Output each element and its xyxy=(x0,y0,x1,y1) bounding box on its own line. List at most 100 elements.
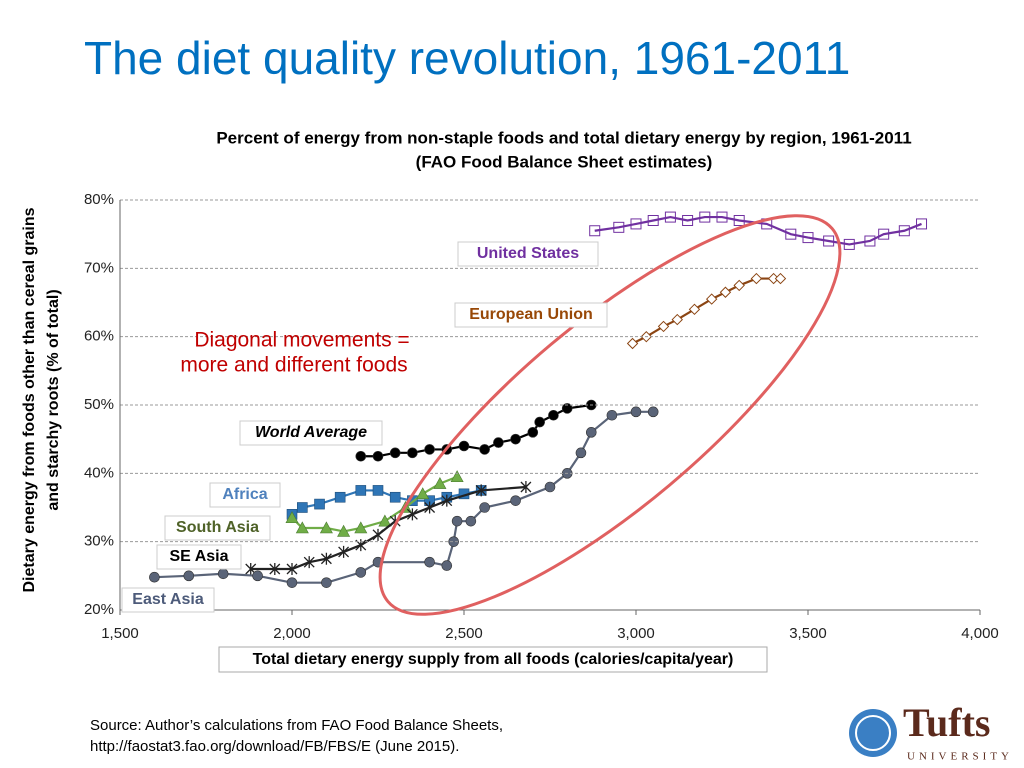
point xyxy=(750,272,763,285)
point xyxy=(613,221,625,233)
point xyxy=(647,215,659,226)
point xyxy=(699,211,711,223)
y-tick-label: 30% xyxy=(84,533,114,550)
point xyxy=(916,218,928,230)
point xyxy=(733,279,745,292)
logo-seal-ring xyxy=(855,715,891,751)
annotation: more and different foods xyxy=(180,354,407,377)
y-tick-label: 20% xyxy=(84,601,114,618)
highlight-ellipse xyxy=(378,214,842,616)
point xyxy=(424,444,435,455)
series-line xyxy=(250,485,527,571)
slide-title: The diet quality revolution, 1961-2011 xyxy=(84,32,850,84)
series-label-box xyxy=(121,587,215,613)
series-label: South Asia xyxy=(176,519,259,536)
point xyxy=(719,286,732,298)
point xyxy=(802,232,814,244)
x-tick-label: 3,500 xyxy=(789,625,827,642)
y-tick-label: 40% xyxy=(84,464,114,481)
series xyxy=(245,481,532,575)
point xyxy=(465,515,477,527)
point xyxy=(355,539,367,552)
point xyxy=(355,450,367,462)
series xyxy=(589,211,928,250)
series xyxy=(285,470,464,537)
point xyxy=(657,320,670,333)
point xyxy=(433,476,447,489)
logo-subtitle: UNIVERSITY xyxy=(907,751,1013,763)
x-tick-label: 1,500 xyxy=(101,625,139,642)
point xyxy=(585,427,597,438)
x-tick-label: 2,000 xyxy=(273,625,311,642)
point xyxy=(303,556,315,569)
y-tick-label: 50% xyxy=(84,396,114,413)
source: Source: Author’s calculations from FAO F… xyxy=(90,717,503,734)
y-axis-label: and starchy roots (% of total) xyxy=(45,289,62,510)
point xyxy=(878,228,890,240)
y-axis-label: Dietary energy from foods other than cer… xyxy=(21,207,38,592)
point xyxy=(320,552,332,565)
series-label: Africa xyxy=(222,486,267,503)
point xyxy=(733,215,745,226)
y-tick-label: 70% xyxy=(84,259,114,276)
point xyxy=(785,228,797,240)
point xyxy=(338,545,350,558)
series-label-box xyxy=(164,515,271,541)
point xyxy=(479,502,490,513)
series xyxy=(355,399,597,462)
point xyxy=(149,571,160,583)
point xyxy=(217,568,229,580)
point xyxy=(479,444,490,455)
point xyxy=(630,218,642,230)
point xyxy=(355,485,367,496)
point xyxy=(406,508,418,521)
point xyxy=(183,570,195,582)
point xyxy=(337,524,351,537)
point xyxy=(527,427,539,438)
y-tick-label: 80% xyxy=(84,191,114,208)
point xyxy=(630,406,642,418)
point xyxy=(286,577,298,588)
point xyxy=(424,556,435,568)
series-line xyxy=(632,277,781,345)
point xyxy=(450,470,464,483)
point xyxy=(285,511,299,524)
series-label: United States xyxy=(477,245,579,262)
point xyxy=(898,225,910,237)
point xyxy=(561,403,573,414)
point xyxy=(458,440,470,452)
point xyxy=(864,235,876,247)
point xyxy=(252,570,263,582)
point xyxy=(389,491,401,503)
point xyxy=(448,536,459,547)
point xyxy=(671,313,683,326)
point xyxy=(334,491,346,503)
series-label: World Average xyxy=(255,424,367,441)
point xyxy=(372,485,384,496)
point xyxy=(589,225,601,237)
x-tick-label: 3,000 xyxy=(617,625,655,642)
x-label-box xyxy=(218,646,768,673)
point xyxy=(416,487,430,500)
point xyxy=(688,303,701,316)
series-label: East Asia xyxy=(132,591,204,608)
point xyxy=(441,560,453,571)
point xyxy=(647,406,659,418)
logo-name: Tufts xyxy=(903,700,990,745)
series-label-box xyxy=(156,544,242,570)
y-tick-label: 60% xyxy=(84,328,114,345)
point xyxy=(606,409,618,421)
chart-title: Percent of energy from non-staple foods … xyxy=(216,128,911,147)
point xyxy=(269,563,281,575)
point xyxy=(319,521,333,534)
point xyxy=(510,495,521,506)
x-tick-label: 4,000 xyxy=(961,625,999,642)
point xyxy=(575,447,587,459)
point xyxy=(664,211,676,223)
point xyxy=(823,235,835,247)
point xyxy=(534,416,545,428)
point xyxy=(716,211,728,223)
point xyxy=(774,272,787,285)
